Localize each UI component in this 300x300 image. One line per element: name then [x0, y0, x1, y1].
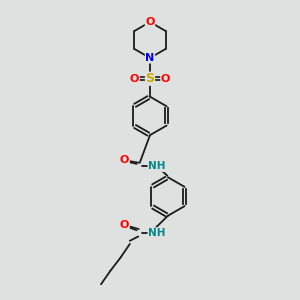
Text: NH: NH [148, 228, 166, 238]
Text: N: N [146, 53, 154, 63]
Text: O: O [145, 17, 155, 27]
Text: S: S [146, 72, 154, 85]
Text: O: O [120, 220, 129, 230]
Text: O: O [120, 155, 129, 165]
Text: O: O [130, 74, 139, 84]
Text: O: O [161, 74, 170, 84]
Text: NH: NH [148, 161, 166, 171]
